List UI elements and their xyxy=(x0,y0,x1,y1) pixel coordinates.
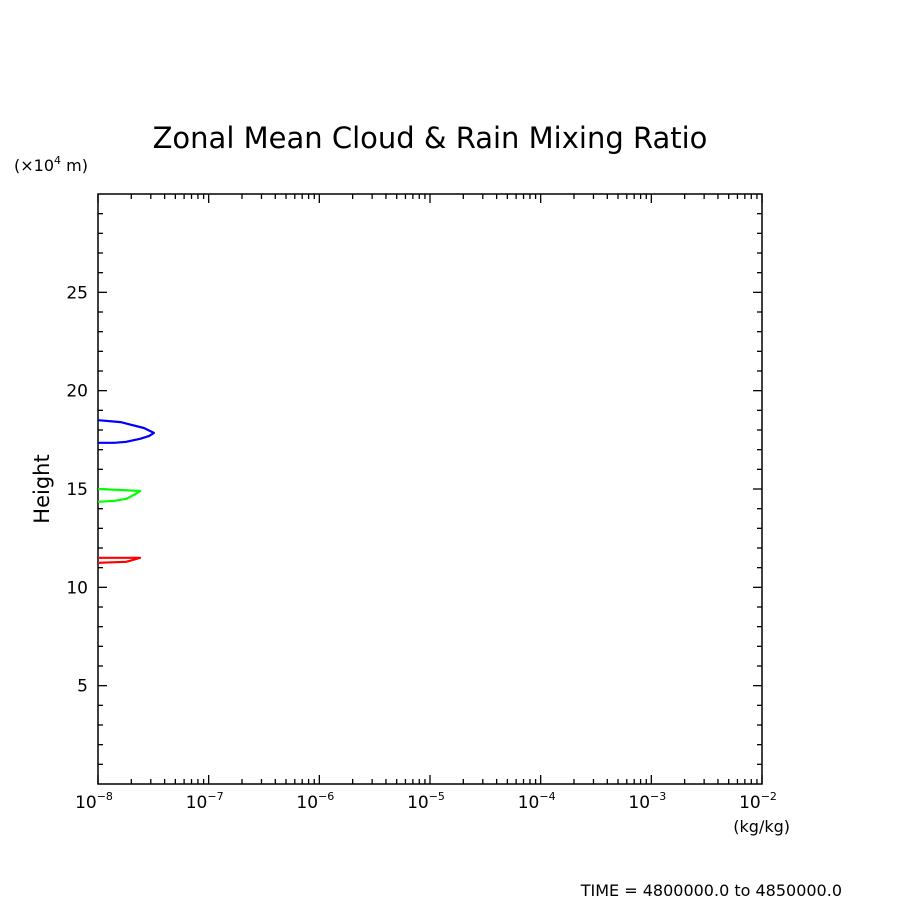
x-tick-mantissa: 10 xyxy=(628,793,650,813)
x-tick-mantissa: 10 xyxy=(518,793,540,813)
y-axis-label: Height xyxy=(30,454,54,523)
x-tick-label: 10−8 xyxy=(75,790,113,813)
y-unit-prefix: (×10 xyxy=(14,156,54,175)
x-tick-exponent: −8 xyxy=(97,790,113,803)
series-line-3 xyxy=(97,419,155,444)
x-tick-mantissa: 10 xyxy=(296,793,318,813)
x-tick-exponent: −5 xyxy=(429,790,445,803)
x-tick-exponent: −2 xyxy=(761,790,777,803)
series-line-1 xyxy=(97,556,142,564)
x-tick-label: 10−7 xyxy=(186,790,224,813)
x-tick-mantissa: 10 xyxy=(739,793,761,813)
y-tick-label: 5 xyxy=(77,677,88,697)
data-series xyxy=(97,419,155,564)
y-tick-label: 20 xyxy=(66,382,88,402)
time-range-note: TIME = 4800000.0 to 4850000.0 xyxy=(580,881,842,900)
x-tick-label: 10−3 xyxy=(628,790,666,813)
x-tick-exponent: −3 xyxy=(650,790,666,803)
x-tick-label: 10−6 xyxy=(296,790,334,813)
x-axis-label: (kg/kg) xyxy=(733,817,790,836)
y-tick-label: 25 xyxy=(66,283,88,303)
y-tick-labels: 5 10 15 20 25 xyxy=(66,283,88,696)
x-tick-label: 10−5 xyxy=(407,790,445,813)
y-unit-suffix: m) xyxy=(61,156,88,175)
y-unit-exponent: 4 xyxy=(54,154,61,167)
x-tick-exponent: −7 xyxy=(207,790,223,803)
x-tick-mantissa: 10 xyxy=(407,793,429,813)
series-line-2 xyxy=(97,487,142,503)
x-tick-mantissa: 10 xyxy=(186,793,208,813)
x-tick-exponent: −6 xyxy=(318,790,334,803)
y-tick-label: 15 xyxy=(66,480,88,500)
plot-frame xyxy=(97,193,763,785)
x-tick-mantissa: 10 xyxy=(75,793,97,813)
chart-title: Zonal Mean Cloud & Rain Mixing Ratio xyxy=(153,121,708,155)
x-tick-label: 10−2 xyxy=(739,790,777,813)
x-tick-labels: 10−8 10−7 10−6 10−5 10−4 10−3 10−2 xyxy=(75,790,777,813)
y-tick-label: 10 xyxy=(66,578,88,598)
x-tick-exponent: −4 xyxy=(539,790,555,803)
axis-ticks xyxy=(97,194,763,784)
x-tick-label: 10−4 xyxy=(518,790,556,813)
y-unit-label: (×104 m) xyxy=(14,154,88,175)
